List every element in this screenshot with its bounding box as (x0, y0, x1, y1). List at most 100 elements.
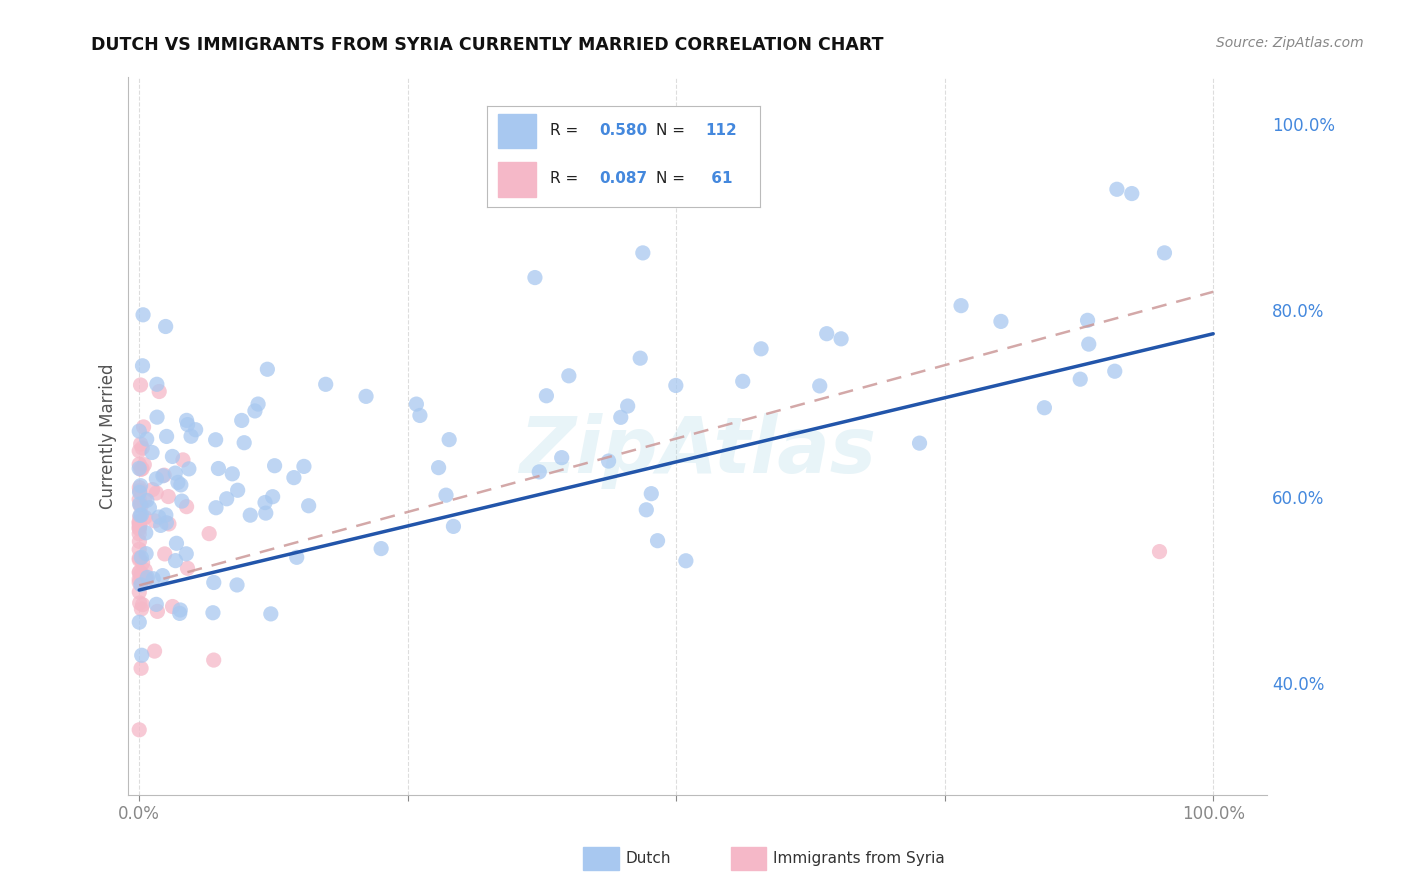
Point (129, 499, 152, 513)
Point (536, 389, 558, 403)
Point (174, 547, 197, 561)
Point (731, 374, 754, 388)
Point (262, 490, 284, 504)
Point (908, 436, 931, 450)
Point (157, 490, 180, 504)
Point (409, 409, 432, 423)
Point (1153, 245, 1175, 260)
Point (131, 598, 153, 612)
Point (128, 615, 150, 630)
Point (128, 542, 150, 557)
Point (129, 478, 152, 492)
Point (134, 493, 156, 508)
Point (207, 461, 229, 475)
Point (253, 495, 276, 509)
Point (129, 661, 152, 675)
Point (1069, 372, 1091, 386)
Point (231, 413, 253, 427)
Point (640, 486, 662, 500)
Point (131, 462, 153, 476)
Point (226, 578, 249, 592)
Point (128, 483, 150, 498)
Point (129, 570, 152, 584)
Point (298, 499, 321, 513)
Point (143, 644, 166, 658)
Point (205, 500, 228, 515)
Point (529, 465, 551, 479)
Point (233, 435, 256, 450)
Point (135, 493, 157, 508)
Text: Immigrants from Syria: Immigrants from Syria (773, 851, 945, 865)
Point (131, 566, 153, 581)
Point (128, 522, 150, 536)
Point (263, 458, 285, 473)
Point (523, 270, 546, 285)
Point (128, 585, 150, 599)
Point (128, 516, 150, 530)
Point (162, 599, 184, 614)
Point (551, 450, 574, 465)
Point (202, 653, 225, 667)
Point (128, 509, 150, 524)
Point (239, 508, 262, 523)
Point (610, 410, 633, 425)
Point (142, 572, 165, 586)
Point (141, 445, 163, 459)
Point (129, 578, 152, 592)
Point (157, 516, 180, 531)
Point (145, 472, 167, 486)
Point (128, 521, 150, 535)
Point (405, 397, 427, 411)
Point (152, 468, 174, 483)
Point (170, 494, 193, 508)
Point (138, 500, 160, 515)
Point (1149, 544, 1171, 558)
Point (128, 527, 150, 541)
Point (128, 553, 150, 567)
Point (427, 460, 450, 475)
Point (148, 384, 170, 399)
Point (749, 342, 772, 356)
Point (808, 379, 831, 393)
Point (165, 554, 187, 568)
Point (169, 603, 191, 617)
Point (172, 453, 194, 467)
Point (135, 525, 157, 540)
Point (134, 510, 156, 524)
Point (128, 492, 150, 507)
Point (354, 389, 377, 403)
Point (129, 462, 152, 476)
Point (128, 424, 150, 438)
Point (830, 332, 852, 346)
Point (143, 514, 166, 528)
Point (141, 483, 163, 497)
Point (184, 423, 207, 437)
Point (204, 433, 226, 447)
Y-axis label: Currently Married: Currently Married (100, 364, 117, 509)
Point (1033, 401, 1056, 415)
Text: DUTCH VS IMMIGRANTS FROM SYRIA CURRENTLY MARRIED CORRELATION CHART: DUTCH VS IMMIGRANTS FROM SYRIA CURRENTLY… (91, 36, 884, 54)
Point (155, 508, 177, 522)
Point (283, 470, 305, 484)
Point (636, 503, 658, 517)
Point (176, 417, 198, 432)
Point (254, 506, 277, 520)
Point (167, 475, 190, 490)
Point (146, 377, 169, 392)
Point (155, 319, 177, 334)
Point (815, 326, 838, 341)
Point (990, 314, 1012, 328)
Point (260, 607, 283, 621)
Point (285, 550, 308, 565)
Point (128, 572, 150, 586)
Point (247, 397, 270, 411)
Point (1077, 337, 1099, 351)
Point (131, 508, 153, 522)
Point (226, 483, 249, 498)
Point (131, 550, 153, 565)
Point (146, 410, 169, 425)
Point (128, 723, 150, 737)
Point (129, 378, 152, 392)
Point (149, 518, 172, 533)
Point (675, 554, 697, 568)
